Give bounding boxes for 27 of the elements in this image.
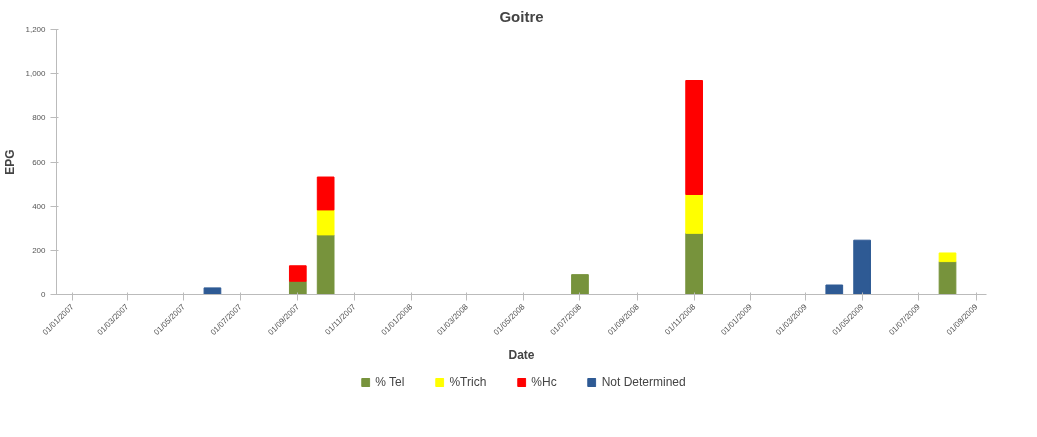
bar (571, 274, 589, 295)
bar (938, 252, 957, 263)
y-tick-label: 800 (32, 113, 47, 123)
bar (316, 209, 335, 236)
y-tick-label: 400 (32, 201, 47, 211)
y-axis-title: EPG (3, 149, 18, 175)
legend-label: %Hc (531, 375, 557, 389)
bar (316, 176, 335, 211)
y-tick-label: 0 (41, 290, 47, 299)
y-tick-label: 1,000 (25, 69, 47, 79)
bar (825, 284, 844, 295)
legend-label: Not Determined (601, 375, 686, 389)
bar (853, 239, 871, 295)
y-tick-label: 200 (32, 245, 47, 255)
bar (685, 193, 703, 234)
bar (316, 234, 335, 295)
x-axis-title: Date (508, 348, 535, 363)
y-tick-label: 600 (32, 157, 47, 167)
legend-label: % Tel (375, 375, 405, 389)
legend-label: %Trich (449, 375, 487, 389)
bar (938, 261, 957, 295)
bar (685, 232, 703, 295)
y-tick-label: 1,200 (25, 25, 47, 34)
bar (685, 80, 703, 195)
bar (203, 287, 222, 295)
chart-title: Goitre (499, 7, 544, 25)
bar (288, 265, 307, 282)
